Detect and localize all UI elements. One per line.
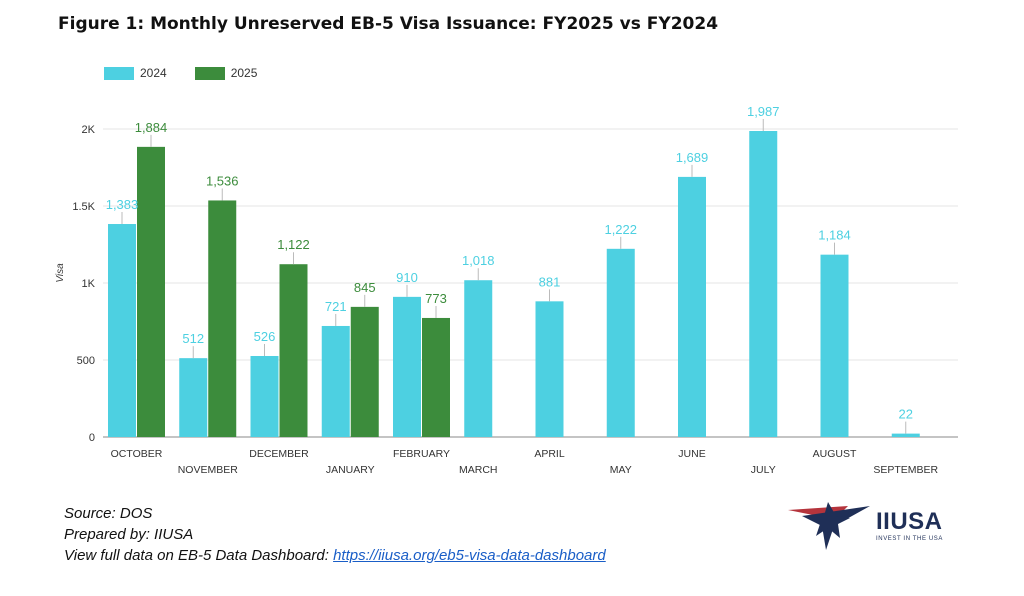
data-label: 881: [539, 274, 561, 289]
data-label: 721: [325, 299, 347, 314]
data-label: 526: [254, 329, 276, 344]
x-tick-label: APRIL: [534, 448, 565, 460]
bar-2024: [393, 296, 421, 437]
footer: Source: DOS Prepared by: IIUSA View full…: [64, 503, 606, 566]
legend-label-2024: 2024: [140, 66, 167, 80]
data-label: 845: [354, 280, 376, 295]
bar-2025: [422, 317, 450, 437]
chart-title: Figure 1: Monthly Unreserved EB-5 Visa I…: [58, 14, 719, 34]
bar-2024: [891, 433, 920, 437]
bar-2024: [464, 280, 493, 437]
x-tick-label: JULY: [751, 464, 776, 476]
x-tick-label: AUGUST: [813, 448, 857, 460]
x-tick-label: NOVEMBER: [178, 464, 239, 476]
grid-layer: [103, 128, 958, 438]
data-label: 1,987: [747, 104, 780, 119]
data-label-layer: 1,383 1,884 512 1,536 526 1,122 721 845 910 773 1,…: [106, 104, 913, 422]
data-label: 910: [396, 270, 418, 285]
bar-2024: [606, 248, 635, 437]
data-label: 1,689: [676, 150, 709, 165]
y-tick-label: 500: [77, 355, 95, 367]
x-tick-label: DECEMBER: [249, 448, 309, 460]
x-tick-label: OCTOBER: [111, 448, 163, 460]
data-label: 22: [899, 407, 913, 422]
legend-swatch-2024: [104, 66, 134, 80]
y-tick-label: 0: [89, 432, 95, 444]
dashboard-note: View full data on EB-5 Data Dashboard: h…: [64, 545, 606, 566]
iiusa-logo-icon: [788, 502, 870, 550]
bar-2025: [279, 264, 308, 437]
bar-2024: [179, 358, 208, 437]
bar-2024: [250, 355, 279, 437]
x-tick-label: JUNE: [678, 448, 705, 460]
data-label: 1,383: [106, 197, 139, 212]
y-tick-label: 1.5K: [72, 201, 95, 213]
bar-2025: [350, 306, 379, 437]
legend-item-2025[interactable]: 2025: [194, 66, 258, 80]
logo-tagline: INVEST IN THE USA: [876, 536, 943, 542]
data-label: 1,884: [135, 120, 168, 135]
bar-2024: [321, 325, 350, 437]
data-label: 1,184: [818, 228, 851, 243]
data-label: 1,222: [604, 222, 637, 237]
data-label: 512: [182, 331, 204, 346]
bar-2024: [749, 131, 778, 437]
legend-item-2024[interactable]: 2024: [104, 66, 167, 80]
x-tick-label: FEBRUARY: [393, 448, 450, 460]
bar-layer: [108, 119, 920, 438]
y-tick-label: 2K: [82, 124, 96, 136]
legend-label-2025: 2025: [230, 66, 258, 80]
source-note: Source: DOS: [64, 505, 153, 522]
bar-2024: [820, 254, 849, 437]
data-label: 1,122: [277, 237, 310, 252]
chart-legend: 2024 2025: [104, 66, 275, 80]
legend-swatch-2025: [194, 66, 225, 80]
data-label: 773: [425, 291, 447, 306]
y-tick-label: 1K: [82, 278, 96, 290]
y-axis-label: Visa: [55, 263, 66, 283]
axis-layer: 0 500 1K 1.5K 2K Visa OCTOBER NOVEMBER DECEMBER J…: [55, 124, 939, 476]
x-tick-label: JANUARY: [326, 464, 375, 476]
bar-2025: [208, 200, 237, 437]
prepared-note: Prepared by: IIUSA: [64, 526, 194, 543]
x-tick-label: MAY: [610, 464, 632, 476]
logo-wordmark: IIUSA: [876, 508, 943, 535]
bar-2024: [108, 224, 136, 437]
x-tick-label: SEPTEMBER: [873, 464, 938, 476]
data-label: 1,018: [462, 253, 495, 268]
x-tick-label: MARCH: [459, 464, 498, 476]
dashboard-note-prefix: View full data on EB-5 Data Dashboard:: [64, 547, 334, 564]
bar-2024: [535, 301, 564, 437]
bar-2024: [678, 176, 706, 438]
bar-2025: [137, 146, 165, 437]
data-label: 1,536: [206, 173, 239, 188]
dashboard-link[interactable]: https://iiusa.org/eb5-visa-data-dashboar…: [333, 547, 606, 564]
